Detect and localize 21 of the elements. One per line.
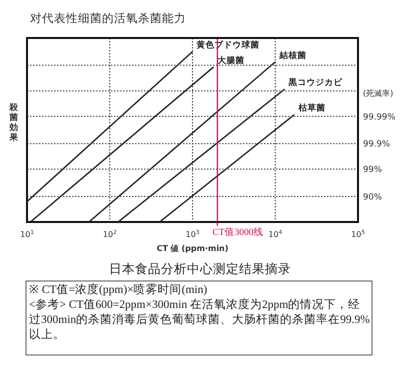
text: 99.9% xyxy=(363,140,390,150)
x-axis-title: CT 値 (ppm·min) xyxy=(156,244,228,253)
text: 99% xyxy=(363,165,382,176)
y-axis-title: 殺菌効果 xyxy=(8,102,20,143)
x-tick-label: 10$^{3}$ xyxy=(186,229,200,239)
x-tick-label: 10$^{2}$ xyxy=(102,229,117,239)
text: 90% xyxy=(363,192,382,202)
text: 日本食品分析中心测定结果摘录 xyxy=(109,261,291,276)
text: <参考> CT值600=2ppm×300min 在活氧浓度为2ppm的情况下，经过300min的杀菌消毒后黄色葡萄球菌、大肠杆菌的杀菌率在99.9%以上。 xyxy=(29,298,371,343)
text: (死滅率) xyxy=(363,89,394,98)
series-label: 枯草菌 xyxy=(297,102,326,114)
x-tick-label: 10$^{5}$ xyxy=(351,229,366,239)
x-tick-label: 10$^{1}$ xyxy=(20,229,34,239)
ref-line-label: CT值3000线 xyxy=(212,226,264,238)
text: 99.99% xyxy=(363,112,396,122)
chart-title: 对代表性细菌的活氧杀菌能力 xyxy=(30,11,186,25)
text: ※ CT值=浓度(ppm)×喷雾时间(min) xyxy=(29,283,208,298)
series-label: 黒コウジカビ xyxy=(288,77,344,88)
series-label: 大腸菌 xyxy=(218,54,245,66)
series-label: 結核菌 xyxy=(278,50,306,61)
x-tick-label: 10$^{4}$ xyxy=(268,229,283,239)
